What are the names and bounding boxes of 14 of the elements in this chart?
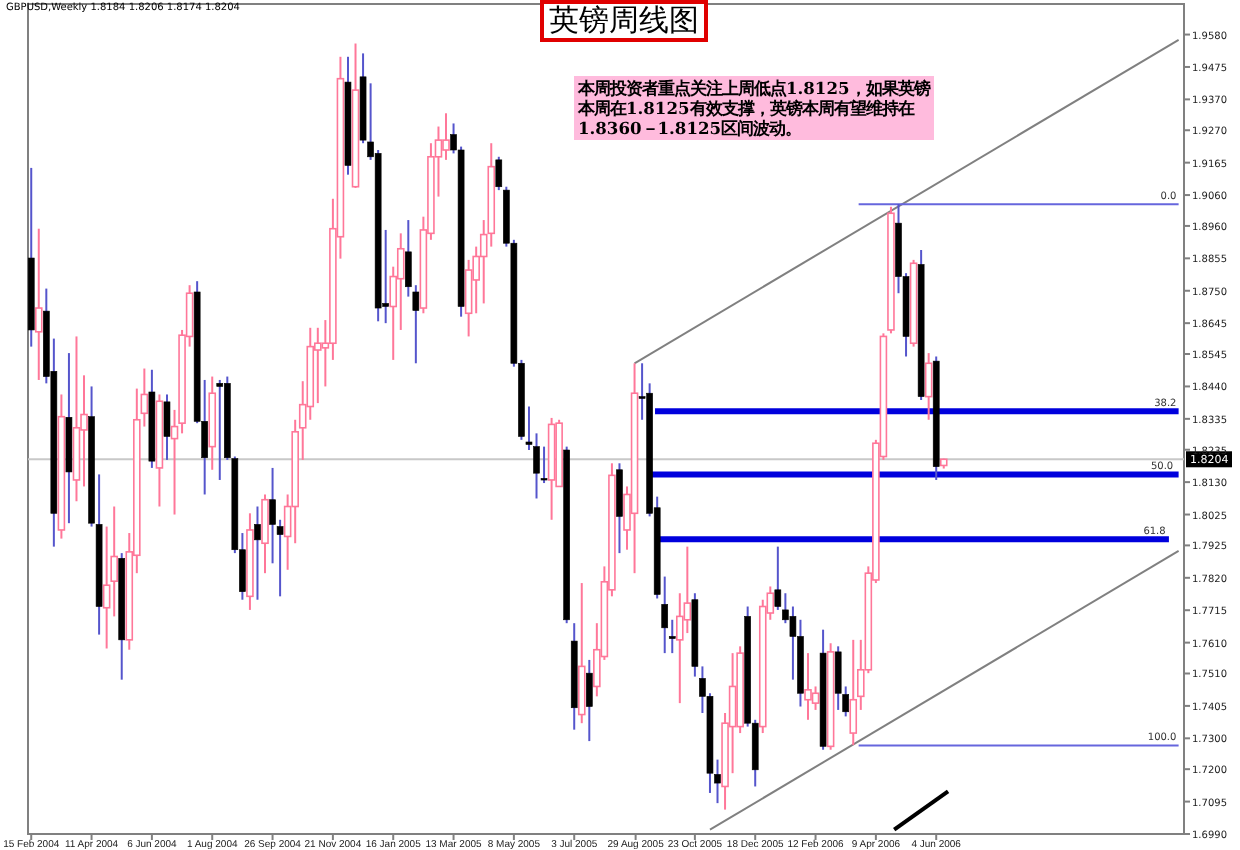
chart-title: 英镑周线图 <box>540 0 708 42</box>
candlestick <box>442 112 450 161</box>
candlestick <box>254 505 261 601</box>
candlestick <box>163 393 171 461</box>
candlestick <box>261 493 269 575</box>
candlestick <box>616 462 623 555</box>
candlestick <box>924 352 933 421</box>
annotation: 本周投资者重点关注上周低点1.8125，如果英镑本周在1.8125有效支撑，英镑本周有望维持在1.8360－1.8125区间波动。 <box>574 76 934 140</box>
candlestick <box>804 652 812 721</box>
candlestick <box>216 378 224 481</box>
candlestick <box>586 658 593 743</box>
candlestick <box>834 645 842 711</box>
candlestick <box>849 638 858 747</box>
candlestick <box>34 227 43 381</box>
